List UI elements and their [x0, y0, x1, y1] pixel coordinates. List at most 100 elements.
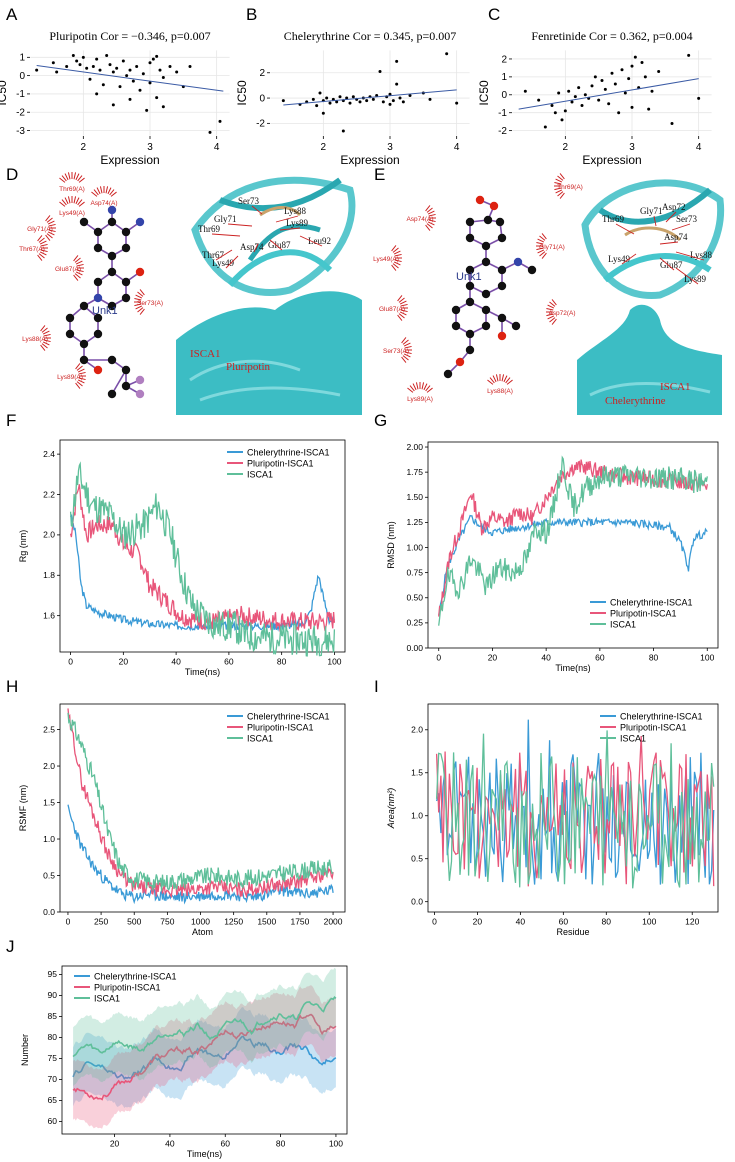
residue-label: Lys89(A) — [57, 374, 83, 381]
data-point — [351, 95, 355, 99]
hydrophobic-fan-tick — [559, 173, 565, 180]
data-point — [388, 92, 392, 96]
hydrophobic-fan-tick — [40, 325, 46, 332]
hydrophobic-fan-tick — [554, 187, 562, 191]
x-tick-label: 100 — [327, 657, 341, 667]
series-line-1 — [438, 459, 708, 617]
y-tick-label: 2.0 — [43, 761, 55, 771]
data-point — [158, 68, 162, 72]
y-tick-label: 85 — [48, 1011, 58, 1021]
x-tick-label: 4 — [454, 142, 460, 153]
data-point — [71, 53, 75, 57]
x-tick-label: 0 — [68, 657, 73, 667]
data-point — [155, 54, 159, 58]
hydrophobic-fan-tick — [501, 374, 505, 382]
x-tick-label: 2 — [321, 142, 327, 153]
y-tick-label: 1.5 — [43, 797, 55, 807]
atom — [483, 215, 493, 225]
data-point — [108, 63, 112, 67]
data-point — [111, 103, 115, 107]
residue-label: Asp74(A) — [90, 200, 117, 207]
hydrophobic-fan-tick — [137, 307, 144, 313]
hydrophobic-fan-tick — [412, 383, 417, 391]
data-point — [75, 59, 79, 63]
y-tick-label: -3 — [16, 126, 25, 137]
data-point — [577, 86, 581, 90]
panel-d-surface-label-ligand: Pluripotin — [226, 361, 271, 373]
data-point — [105, 53, 109, 57]
plot-frame — [29, 49, 231, 137]
atom — [451, 305, 461, 315]
hydrophobic-fan-tick — [397, 295, 403, 302]
y-axis-label: Area(nm²) — [386, 788, 396, 830]
chart-g-rmsd: 0 20 40 60 80 100 0.00 0.25 0.50 0.75 1.00 1.25 1.50… — [386, 441, 719, 673]
hydrophobic-fan-tick — [492, 375, 497, 383]
y-axis-label: Rg (nm) — [18, 530, 28, 563]
atom — [465, 265, 475, 275]
data-point — [151, 57, 155, 61]
panel-letter-h: H — [6, 677, 18, 696]
hydrophobic-fan-tick — [73, 274, 79, 281]
residue-label: Gly71(A) — [27, 226, 53, 233]
data-point — [537, 98, 541, 102]
hydrophobic-fan-tick — [38, 237, 45, 243]
x-tick-label: 100 — [642, 917, 656, 927]
hydrophobic-fan-tick — [59, 201, 66, 207]
structure-residue-label: Gly71 — [214, 214, 237, 224]
structure-residue-label: Ser73 — [238, 196, 259, 206]
x-axis-label: Time(ns) — [187, 1149, 222, 1159]
data-point — [118, 85, 122, 89]
data-point — [128, 97, 132, 101]
hydrophobic-fan-tick — [554, 181, 562, 185]
structure-residue-label: Lys89 — [286, 218, 309, 228]
legend-entry-0: Chelerythrine-ISCA1 — [247, 712, 330, 722]
atom — [135, 375, 145, 385]
hydrophobic-fan-tick — [107, 187, 112, 195]
data-point — [378, 70, 382, 73]
atom — [93, 277, 103, 287]
atom — [481, 321, 491, 331]
hydrophobic-fan-tick — [41, 327, 48, 333]
atom — [465, 297, 475, 307]
atom — [121, 227, 131, 237]
hydrophobic-fan-tick — [428, 219, 436, 223]
x-axis-label: Time(ns) — [185, 667, 220, 677]
hydrophobic-fan-tick — [75, 173, 80, 181]
data-point — [371, 97, 375, 101]
atom — [465, 329, 475, 339]
data-point — [593, 75, 597, 79]
structure-residue-label: Lys49 — [608, 254, 631, 264]
x-tick-label: 0 — [66, 917, 71, 927]
atom — [497, 331, 507, 341]
regression-line — [36, 65, 224, 92]
label-pointer — [227, 223, 253, 227]
hydrophobic-fan-tick — [96, 187, 101, 195]
label-pointer — [621, 253, 637, 265]
x-tick-label: 20 — [119, 657, 129, 667]
structure-residue-label: Lys88 — [284, 206, 307, 216]
hydrophobic-fan-tick — [426, 207, 433, 213]
data-point — [550, 104, 554, 108]
hydrophobic-fan-tick — [547, 304, 555, 309]
x-tick-label: 2 — [81, 142, 87, 153]
y-tick-label: 80 — [48, 1032, 58, 1042]
structure-residue-label: Thr69 — [198, 224, 220, 234]
hydrophobic-fan-tick — [134, 297, 142, 301]
x-axis-label: Expression — [100, 153, 159, 167]
y-tick-label: 65 — [48, 1095, 58, 1105]
data-point — [138, 88, 142, 92]
hydrophobic-fan-tick — [39, 251, 47, 256]
y-tick-label: 0 — [501, 90, 507, 101]
residue-label: Gly71(A) — [539, 244, 565, 251]
label-pointer — [251, 205, 263, 215]
x-axis-label: Time(ns) — [555, 663, 590, 673]
hydrophobic-fan-tick — [77, 199, 83, 206]
data-point — [580, 104, 584, 108]
hydrophobic-fan-tick — [489, 377, 495, 384]
data-point — [603, 87, 607, 91]
data-point — [573, 95, 577, 99]
data-point — [401, 100, 405, 104]
atom — [527, 265, 537, 275]
y-axis-label: IC50 — [0, 80, 9, 106]
